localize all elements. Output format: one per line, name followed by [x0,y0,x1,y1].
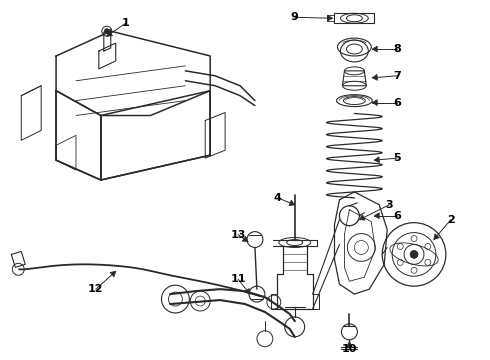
Polygon shape [110,271,116,277]
Polygon shape [372,75,377,80]
Polygon shape [289,200,294,206]
Polygon shape [372,100,377,105]
Polygon shape [242,236,248,242]
Polygon shape [327,15,333,21]
Circle shape [410,251,418,258]
Text: 7: 7 [393,71,401,81]
Polygon shape [346,342,352,347]
Text: 5: 5 [393,153,401,163]
Polygon shape [359,215,365,220]
Polygon shape [434,234,440,239]
Text: 3: 3 [385,200,393,210]
Text: 8: 8 [393,44,401,54]
Text: 2: 2 [447,215,455,225]
Text: 9: 9 [291,12,298,22]
Text: 6: 6 [393,211,401,221]
Polygon shape [107,31,113,36]
Text: 1: 1 [122,18,129,28]
Text: 11: 11 [230,274,246,284]
Polygon shape [374,213,379,219]
Text: 13: 13 [230,230,245,239]
Polygon shape [374,157,379,163]
Text: 6: 6 [393,98,401,108]
Circle shape [104,29,109,33]
Text: 12: 12 [88,284,103,294]
Text: 10: 10 [342,344,357,354]
Text: 4: 4 [274,193,282,203]
Polygon shape [372,46,377,52]
Polygon shape [245,288,250,294]
